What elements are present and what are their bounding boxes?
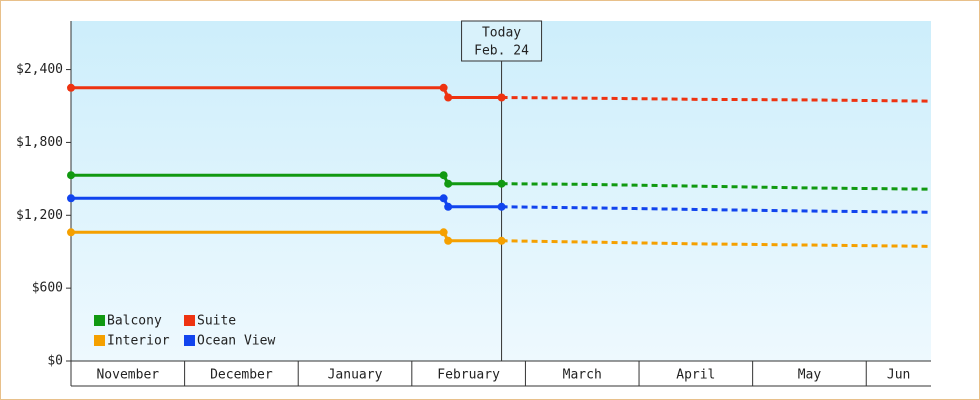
price-point	[497, 236, 506, 245]
price-line	[71, 230, 502, 243]
price-point	[444, 93, 453, 102]
price-point	[439, 83, 448, 92]
y-tick-label: $600	[32, 281, 63, 296]
legend-swatch	[184, 315, 195, 326]
legend-label: Suite	[197, 314, 236, 329]
legend-swatch	[184, 335, 195, 346]
x-tick-label: Jun	[887, 368, 910, 383]
x-tick-label: January	[328, 368, 383, 383]
y-tick-label: $2,400	[16, 62, 63, 77]
forecast-line	[501, 96, 932, 103]
price-point	[67, 83, 75, 92]
forecast-line	[501, 182, 932, 191]
price-point	[67, 228, 75, 237]
price-line	[71, 196, 502, 209]
x-tick-label: November	[96, 368, 159, 383]
x-tick-label: March	[563, 368, 602, 383]
price-point	[439, 171, 448, 180]
price-point	[67, 194, 75, 203]
price-line	[71, 86, 502, 99]
price-line	[71, 173, 502, 186]
legend-label: Ocean View	[197, 334, 275, 349]
today-title: Today	[482, 26, 521, 41]
price-point	[444, 179, 453, 188]
legend-label: Interior	[107, 334, 170, 349]
today-date: Feb. 24	[474, 44, 529, 59]
price-point	[67, 171, 75, 180]
x-tick-label: December	[210, 368, 273, 383]
price-point	[497, 179, 506, 188]
price-point	[444, 202, 453, 211]
today-box	[461, 20, 543, 62]
legend-swatch	[94, 335, 105, 346]
price-point	[497, 93, 506, 102]
legend-swatch	[94, 315, 105, 326]
price-point	[439, 228, 448, 237]
plot-area	[71, 21, 931, 361]
x-tick-label: May	[798, 368, 822, 383]
y-tick-label: $0	[47, 354, 63, 369]
x-tick-label: February	[437, 368, 500, 383]
forecast-line	[501, 239, 932, 248]
y-tick-label: $1,200	[16, 208, 63, 223]
price-point	[444, 236, 453, 245]
price-point	[439, 194, 448, 203]
x-tick-label: April	[676, 368, 715, 383]
price-point	[497, 202, 506, 211]
forecast-line	[501, 205, 932, 214]
y-tick-label: $1,800	[16, 135, 63, 150]
legend-label: Balcony	[107, 314, 162, 329]
